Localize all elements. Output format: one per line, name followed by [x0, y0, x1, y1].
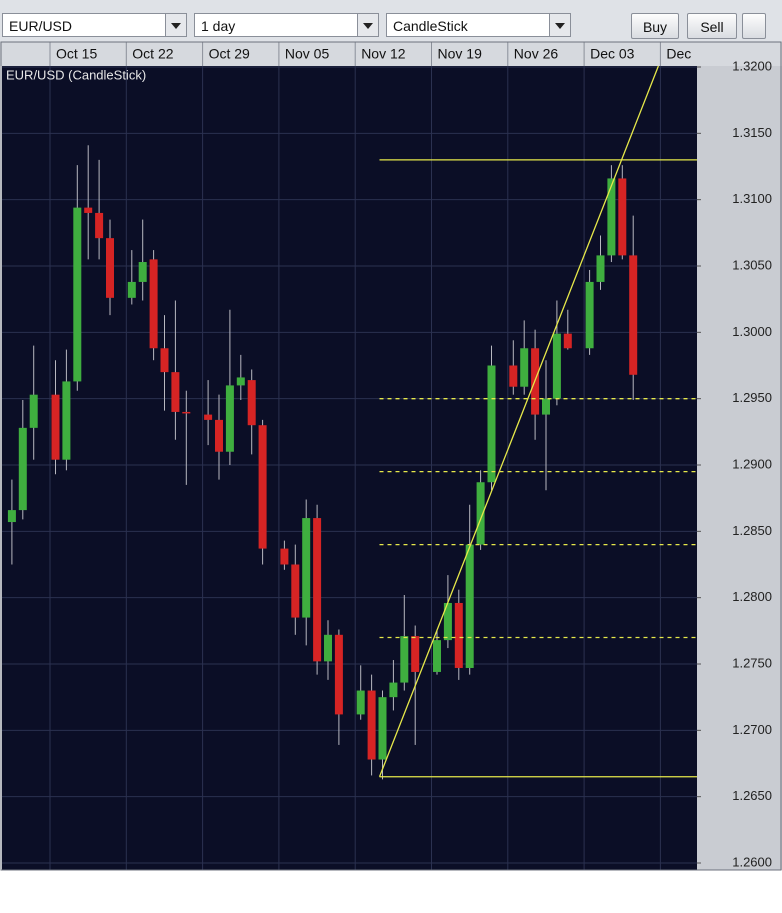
candle-body — [324, 634, 332, 662]
y-tick-label: 1.2600 — [732, 854, 772, 869]
candle-body — [215, 419, 223, 452]
candle-body — [204, 414, 213, 420]
candle-body — [73, 207, 82, 382]
trend-line — [378, 65, 660, 778]
x-tick-label: Dec 03 — [590, 46, 635, 62]
x-tick-label: Oct 22 — [132, 46, 173, 62]
candle-body — [291, 564, 300, 618]
y-tick-label: 1.3200 — [732, 58, 772, 73]
x-tick-label: Dec — [666, 46, 691, 62]
candle-body — [149, 259, 158, 349]
chart-type-dropdown[interactable]: CandleStick — [386, 13, 571, 37]
x-tick-label: Nov 26 — [514, 46, 559, 62]
candle-body — [476, 482, 485, 545]
candle-body — [585, 281, 594, 349]
chart-border — [0, 41, 782, 871]
y-tick-label: 1.2850 — [732, 523, 772, 538]
candle-body — [247, 380, 256, 426]
date-axis — [0, 42, 782, 66]
y-tick-label: 1.2900 — [732, 456, 772, 471]
price-axis — [697, 66, 782, 870]
sell-button[interactable]: Sell — [687, 13, 737, 39]
candle-body — [520, 348, 529, 387]
candle-body — [433, 640, 441, 672]
candle-body — [596, 255, 605, 282]
toolbar: EUR/USD 1 day CandleStick Buy Sell — [0, 0, 782, 43]
x-tick-label: Nov 05 — [285, 46, 330, 62]
candle-body — [443, 602, 452, 641]
y-tick-label: 1.2950 — [732, 390, 772, 405]
candle-body — [62, 381, 71, 460]
candle-body — [95, 212, 104, 239]
candle-body — [400, 636, 409, 683]
symbol-dropdown[interactable]: EUR/USD — [2, 13, 187, 37]
candle-body — [51, 394, 60, 460]
y-tick-label: 1.2750 — [732, 655, 772, 670]
candle-body — [607, 178, 616, 256]
plot-area — [2, 66, 697, 870]
candle-body — [236, 377, 245, 386]
y-tick-label: 1.3150 — [732, 125, 772, 140]
candle-body — [302, 518, 311, 618]
x-tick-label: Oct 15 — [56, 46, 97, 62]
candle-body — [171, 372, 180, 412]
candle-body — [378, 697, 387, 760]
y-tick-label: 1.2800 — [732, 589, 772, 604]
candle-body — [313, 518, 322, 662]
chart-title: EUR/USD (CandleStick) — [6, 67, 146, 82]
y-tick-label: 1.2700 — [732, 722, 772, 737]
candle-body — [106, 238, 114, 298]
candle-body — [454, 602, 463, 668]
candle-body — [18, 427, 27, 511]
candle-body — [258, 425, 267, 549]
candle-body — [618, 178, 627, 256]
candle-body — [182, 411, 191, 414]
y-tick-label: 1.2650 — [732, 788, 772, 803]
buy-button[interactable]: Buy — [631, 13, 679, 39]
chart-tools-button[interactable] — [742, 13, 766, 39]
candle-body — [389, 682, 398, 698]
period-dropdown[interactable]: 1 day — [194, 13, 379, 37]
chart-type: CandleStick — [393, 18, 468, 34]
candle-body — [138, 262, 147, 282]
y-tick-label: 1.3050 — [732, 257, 772, 272]
candle-body — [487, 365, 496, 483]
x-tick-label: Oct 29 — [209, 46, 250, 62]
x-tick-label: Nov 12 — [361, 46, 406, 62]
candle-body — [367, 690, 376, 760]
candle-body — [552, 333, 561, 399]
candle-body — [84, 207, 93, 213]
x-tick-label: Nov 19 — [438, 46, 483, 62]
candle-body — [29, 394, 38, 428]
candle-body — [411, 636, 420, 672]
candle-body — [127, 281, 136, 298]
symbol: EUR/USD — [9, 18, 73, 34]
candle-body — [542, 398, 550, 415]
candle-body — [334, 634, 343, 715]
candle-body — [7, 510, 16, 523]
candle-body — [563, 333, 572, 349]
candle-body — [225, 385, 234, 452]
candle-body — [629, 255, 638, 375]
candle-body — [509, 365, 518, 387]
candle-body — [160, 348, 169, 373]
y-tick-label: 1.3000 — [732, 324, 772, 339]
y-tick-label: 1.3100 — [732, 191, 772, 206]
candle-body — [465, 544, 474, 668]
candle-body — [280, 548, 289, 565]
candle-body — [356, 690, 365, 715]
period: 1 day — [201, 18, 236, 34]
